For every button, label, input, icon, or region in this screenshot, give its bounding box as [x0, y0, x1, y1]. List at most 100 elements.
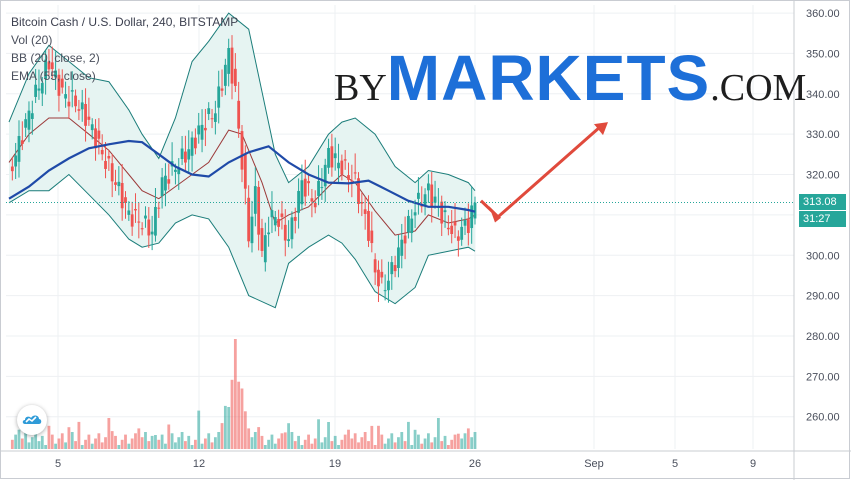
volume-bar [320, 442, 324, 449]
volume-bar [387, 438, 390, 449]
candle-body [280, 213, 284, 217]
candle-body [154, 206, 157, 236]
candle-body [393, 265, 397, 272]
candle-body [473, 202, 477, 219]
candle-body [433, 196, 437, 203]
volume-bar [220, 423, 224, 449]
volume-bar [466, 428, 470, 449]
volume-bar [330, 441, 334, 449]
candle-body [60, 78, 64, 88]
candle-body [333, 153, 337, 159]
candle-body [200, 124, 204, 140]
candle-body [124, 197, 127, 203]
legend-ema[interactable]: EMA (55, close) [11, 69, 96, 83]
candle-body [370, 230, 374, 244]
volume-bar [293, 441, 297, 449]
candle-body [117, 181, 121, 187]
candle-body [240, 131, 244, 170]
y-tick-label: 290.00 [806, 291, 840, 303]
bar-countdown-tag: 31:27 [799, 211, 846, 228]
x-tick-label: 12 [193, 458, 205, 470]
candle-body [34, 84, 38, 97]
candle-body [330, 146, 334, 168]
candle-body [87, 116, 91, 120]
candle-body [363, 209, 367, 214]
volume-bar [184, 441, 187, 449]
candle-body [320, 187, 324, 189]
volume-bar [473, 432, 477, 449]
volume-bar [350, 438, 354, 449]
candle-body [184, 151, 187, 163]
volume-bar [233, 339, 237, 449]
candle-body [107, 155, 111, 159]
volume-bar [307, 434, 310, 449]
volume-bar [310, 443, 314, 449]
volume-bar [436, 418, 440, 449]
candle-body [387, 280, 390, 291]
last-price-tag: 313.08 [799, 194, 846, 211]
bollinger-upper-line [8, 12, 476, 192]
chart-legend: Bitcoin Cash / U.S. Dollar, 240, BITSTAM… [11, 13, 238, 85]
tradingview-logo-icon[interactable] [17, 405, 47, 435]
volume-bar [423, 438, 427, 449]
y-tick-label: 320.00 [806, 170, 840, 182]
volume-bar [150, 435, 154, 449]
volume-bar [397, 437, 400, 449]
y-tick-label: 270.00 [806, 371, 840, 383]
candle-body [207, 108, 211, 115]
candle-body [247, 197, 251, 242]
volume-bar [360, 437, 364, 449]
volume-bar [337, 445, 340, 449]
candle-body [340, 160, 344, 175]
volume-bar [247, 428, 251, 449]
candle-body [197, 125, 201, 135]
x-tick-label: 19 [329, 458, 341, 470]
volume-bar [280, 433, 284, 449]
volume-bar [433, 437, 437, 449]
candle-body [290, 217, 294, 240]
candle-body [77, 109, 81, 111]
volume-bar [413, 429, 417, 449]
volume-bar [120, 439, 124, 449]
candle-body [90, 124, 94, 131]
volume-bar [114, 435, 117, 449]
volume-bar [24, 423, 28, 449]
volume-bar [210, 442, 214, 449]
candle-body [397, 247, 400, 269]
volume-bar [54, 443, 57, 449]
legend-bollinger[interactable]: BB (20, close, 2) [11, 51, 100, 65]
volume-bar [367, 441, 370, 449]
candle-body [27, 110, 31, 130]
candle-body [310, 198, 314, 202]
volume-bar [373, 445, 377, 449]
candle-body [64, 94, 67, 99]
volume-bar [290, 432, 294, 449]
volume-bar [333, 435, 337, 449]
candle-body [466, 219, 470, 234]
candle-body [260, 228, 264, 251]
volume-bar [134, 433, 137, 449]
candle-body [377, 269, 380, 287]
volume-bar [227, 407, 231, 449]
volume-bar [257, 427, 261, 449]
bollinger-lower-line [8, 173, 476, 309]
volume-bar [117, 445, 121, 449]
volume-bar [343, 434, 347, 449]
legend-title[interactable]: Bitcoin Cash / U.S. Dollar, 240, BITSTAM… [11, 15, 239, 29]
y-tick-label: 360.00 [806, 8, 840, 20]
legend-volume[interactable]: Vol (20) [11, 33, 53, 47]
volume-bar [50, 434, 54, 449]
volume-bar [250, 437, 254, 449]
volume-bar [104, 437, 107, 449]
candle-body [187, 149, 191, 160]
volume-bar [243, 411, 247, 449]
candle-body [217, 86, 221, 108]
volume-bar [160, 434, 164, 449]
candle-body [450, 225, 454, 235]
volume-bar [10, 439, 14, 449]
candle-body [67, 101, 71, 107]
candle-body [270, 210, 274, 218]
volume-bar [107, 418, 111, 449]
volume-bar [87, 434, 91, 449]
